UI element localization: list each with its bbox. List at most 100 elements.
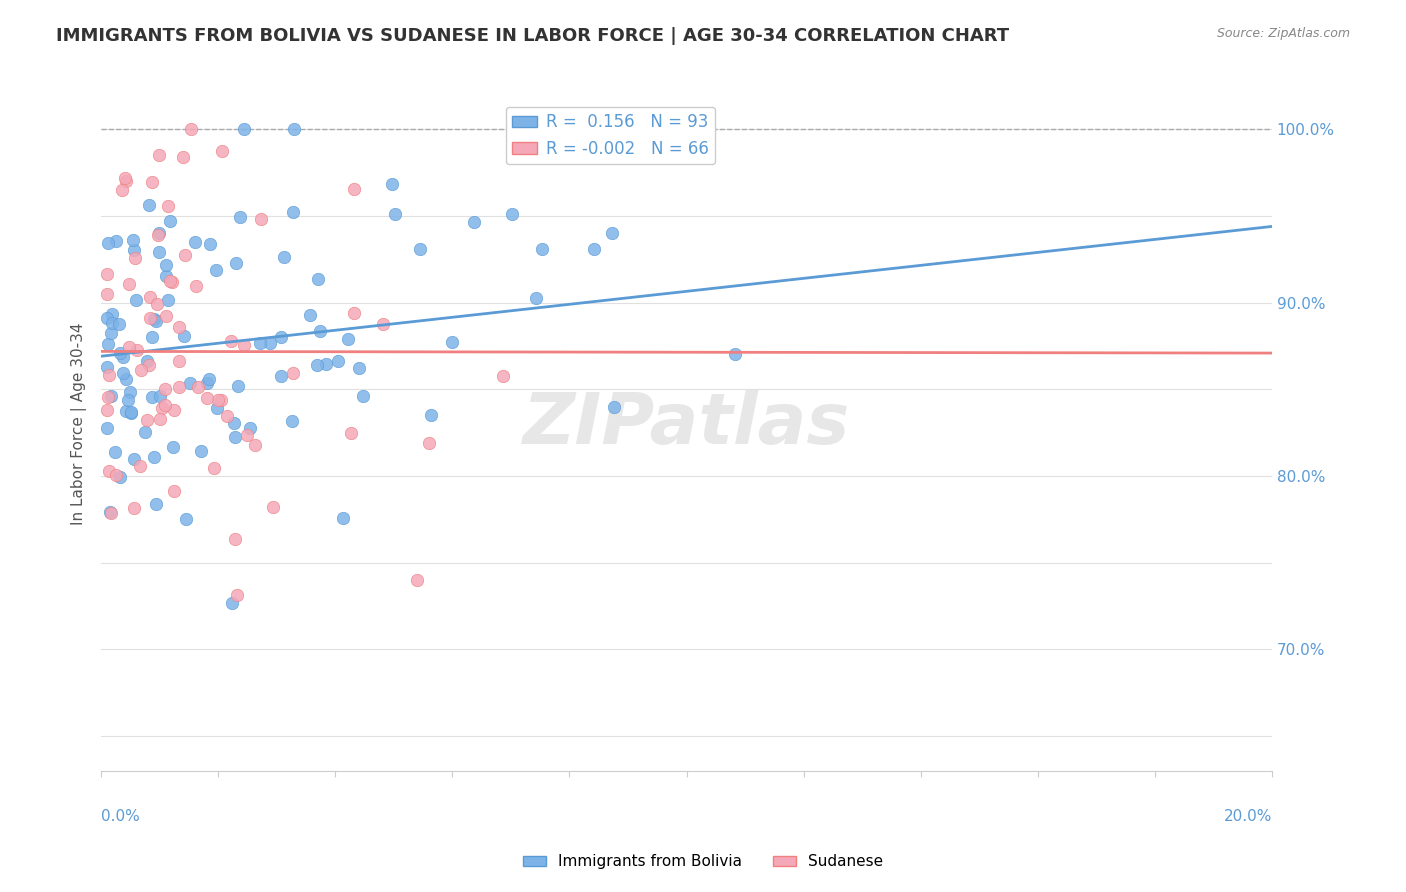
Point <box>148 245 170 260</box>
Point <box>98 368 121 382</box>
Legend: R =  0.156   N = 93, R = -0.002   N = 66: R = 0.156 N = 93, R = -0.002 N = 66 <box>506 106 716 164</box>
Point <box>224 532 246 546</box>
Point <box>153 398 176 412</box>
Point <box>207 392 229 407</box>
Point <box>343 306 366 320</box>
Point <box>115 174 138 188</box>
Point <box>232 337 254 351</box>
Point <box>120 405 142 419</box>
Text: ZIPatlas: ZIPatlas <box>523 390 851 458</box>
Point <box>183 235 205 249</box>
Point <box>373 317 395 331</box>
Point <box>156 293 179 307</box>
Legend: Immigrants from Bolivia, Sudanese: Immigrants from Bolivia, Sudanese <box>517 848 889 875</box>
Point <box>156 199 179 213</box>
Point <box>97 236 120 251</box>
Point <box>96 267 118 281</box>
Y-axis label: In Labor Force | Age 30-34: In Labor Force | Age 30-34 <box>72 323 87 525</box>
Point <box>162 440 184 454</box>
Point <box>249 211 271 226</box>
Point <box>96 311 118 326</box>
Point <box>259 335 281 350</box>
Point <box>97 390 120 404</box>
Point <box>108 318 131 332</box>
Point <box>226 379 249 393</box>
Point <box>224 430 246 444</box>
Point <box>600 226 623 240</box>
Point <box>270 330 292 344</box>
Point <box>153 382 176 396</box>
Point <box>148 226 170 240</box>
Point <box>209 392 232 407</box>
Point <box>384 207 406 221</box>
Point <box>159 213 181 227</box>
Point <box>583 242 606 256</box>
Point <box>139 310 162 325</box>
Point <box>249 335 271 350</box>
Point <box>233 122 256 136</box>
Point <box>115 404 138 418</box>
Point <box>273 250 295 264</box>
Point <box>174 248 197 262</box>
Point <box>167 320 190 334</box>
Point <box>120 385 142 400</box>
Point <box>221 334 243 349</box>
Point <box>138 358 160 372</box>
Point <box>184 279 207 293</box>
Point <box>129 363 152 377</box>
Point <box>195 376 218 390</box>
Point <box>603 401 626 415</box>
Point <box>299 309 322 323</box>
Point <box>125 293 148 307</box>
Point <box>101 307 124 321</box>
Point <box>339 425 361 440</box>
Point <box>337 332 360 346</box>
Point <box>530 242 553 256</box>
Point <box>224 416 246 430</box>
Point <box>245 438 267 452</box>
Point <box>115 372 138 386</box>
Point <box>96 360 118 375</box>
Point <box>138 198 160 212</box>
Point <box>141 390 163 404</box>
Point <box>172 150 194 164</box>
Point <box>406 573 429 587</box>
Point <box>381 177 404 191</box>
Point <box>141 175 163 189</box>
Point <box>122 451 145 466</box>
Point <box>108 469 131 483</box>
Point <box>283 122 305 136</box>
Point <box>143 450 166 464</box>
Point <box>328 353 350 368</box>
Point <box>343 182 366 196</box>
Point <box>148 148 170 162</box>
Point <box>409 242 432 256</box>
Point <box>146 297 169 311</box>
Point <box>120 406 142 420</box>
Point <box>169 353 191 368</box>
Text: Source: ZipAtlas.com: Source: ZipAtlas.com <box>1216 27 1350 40</box>
Point <box>221 595 243 609</box>
Point <box>143 312 166 326</box>
Point <box>96 421 118 435</box>
Point <box>146 228 169 243</box>
Point <box>239 421 262 435</box>
Point <box>195 392 218 406</box>
Point <box>136 354 159 368</box>
Point <box>96 403 118 417</box>
Point <box>134 425 156 439</box>
Point <box>441 334 464 349</box>
Point <box>112 366 135 380</box>
Point <box>104 445 127 459</box>
Point <box>352 389 374 403</box>
Text: 0.0%: 0.0% <box>101 809 139 824</box>
Point <box>155 269 177 284</box>
Point <box>124 251 146 265</box>
Point <box>118 277 141 291</box>
Point <box>118 340 141 354</box>
Point <box>163 483 186 498</box>
Point <box>724 347 747 361</box>
Point <box>159 274 181 288</box>
Point <box>122 500 145 515</box>
Point <box>155 258 177 272</box>
